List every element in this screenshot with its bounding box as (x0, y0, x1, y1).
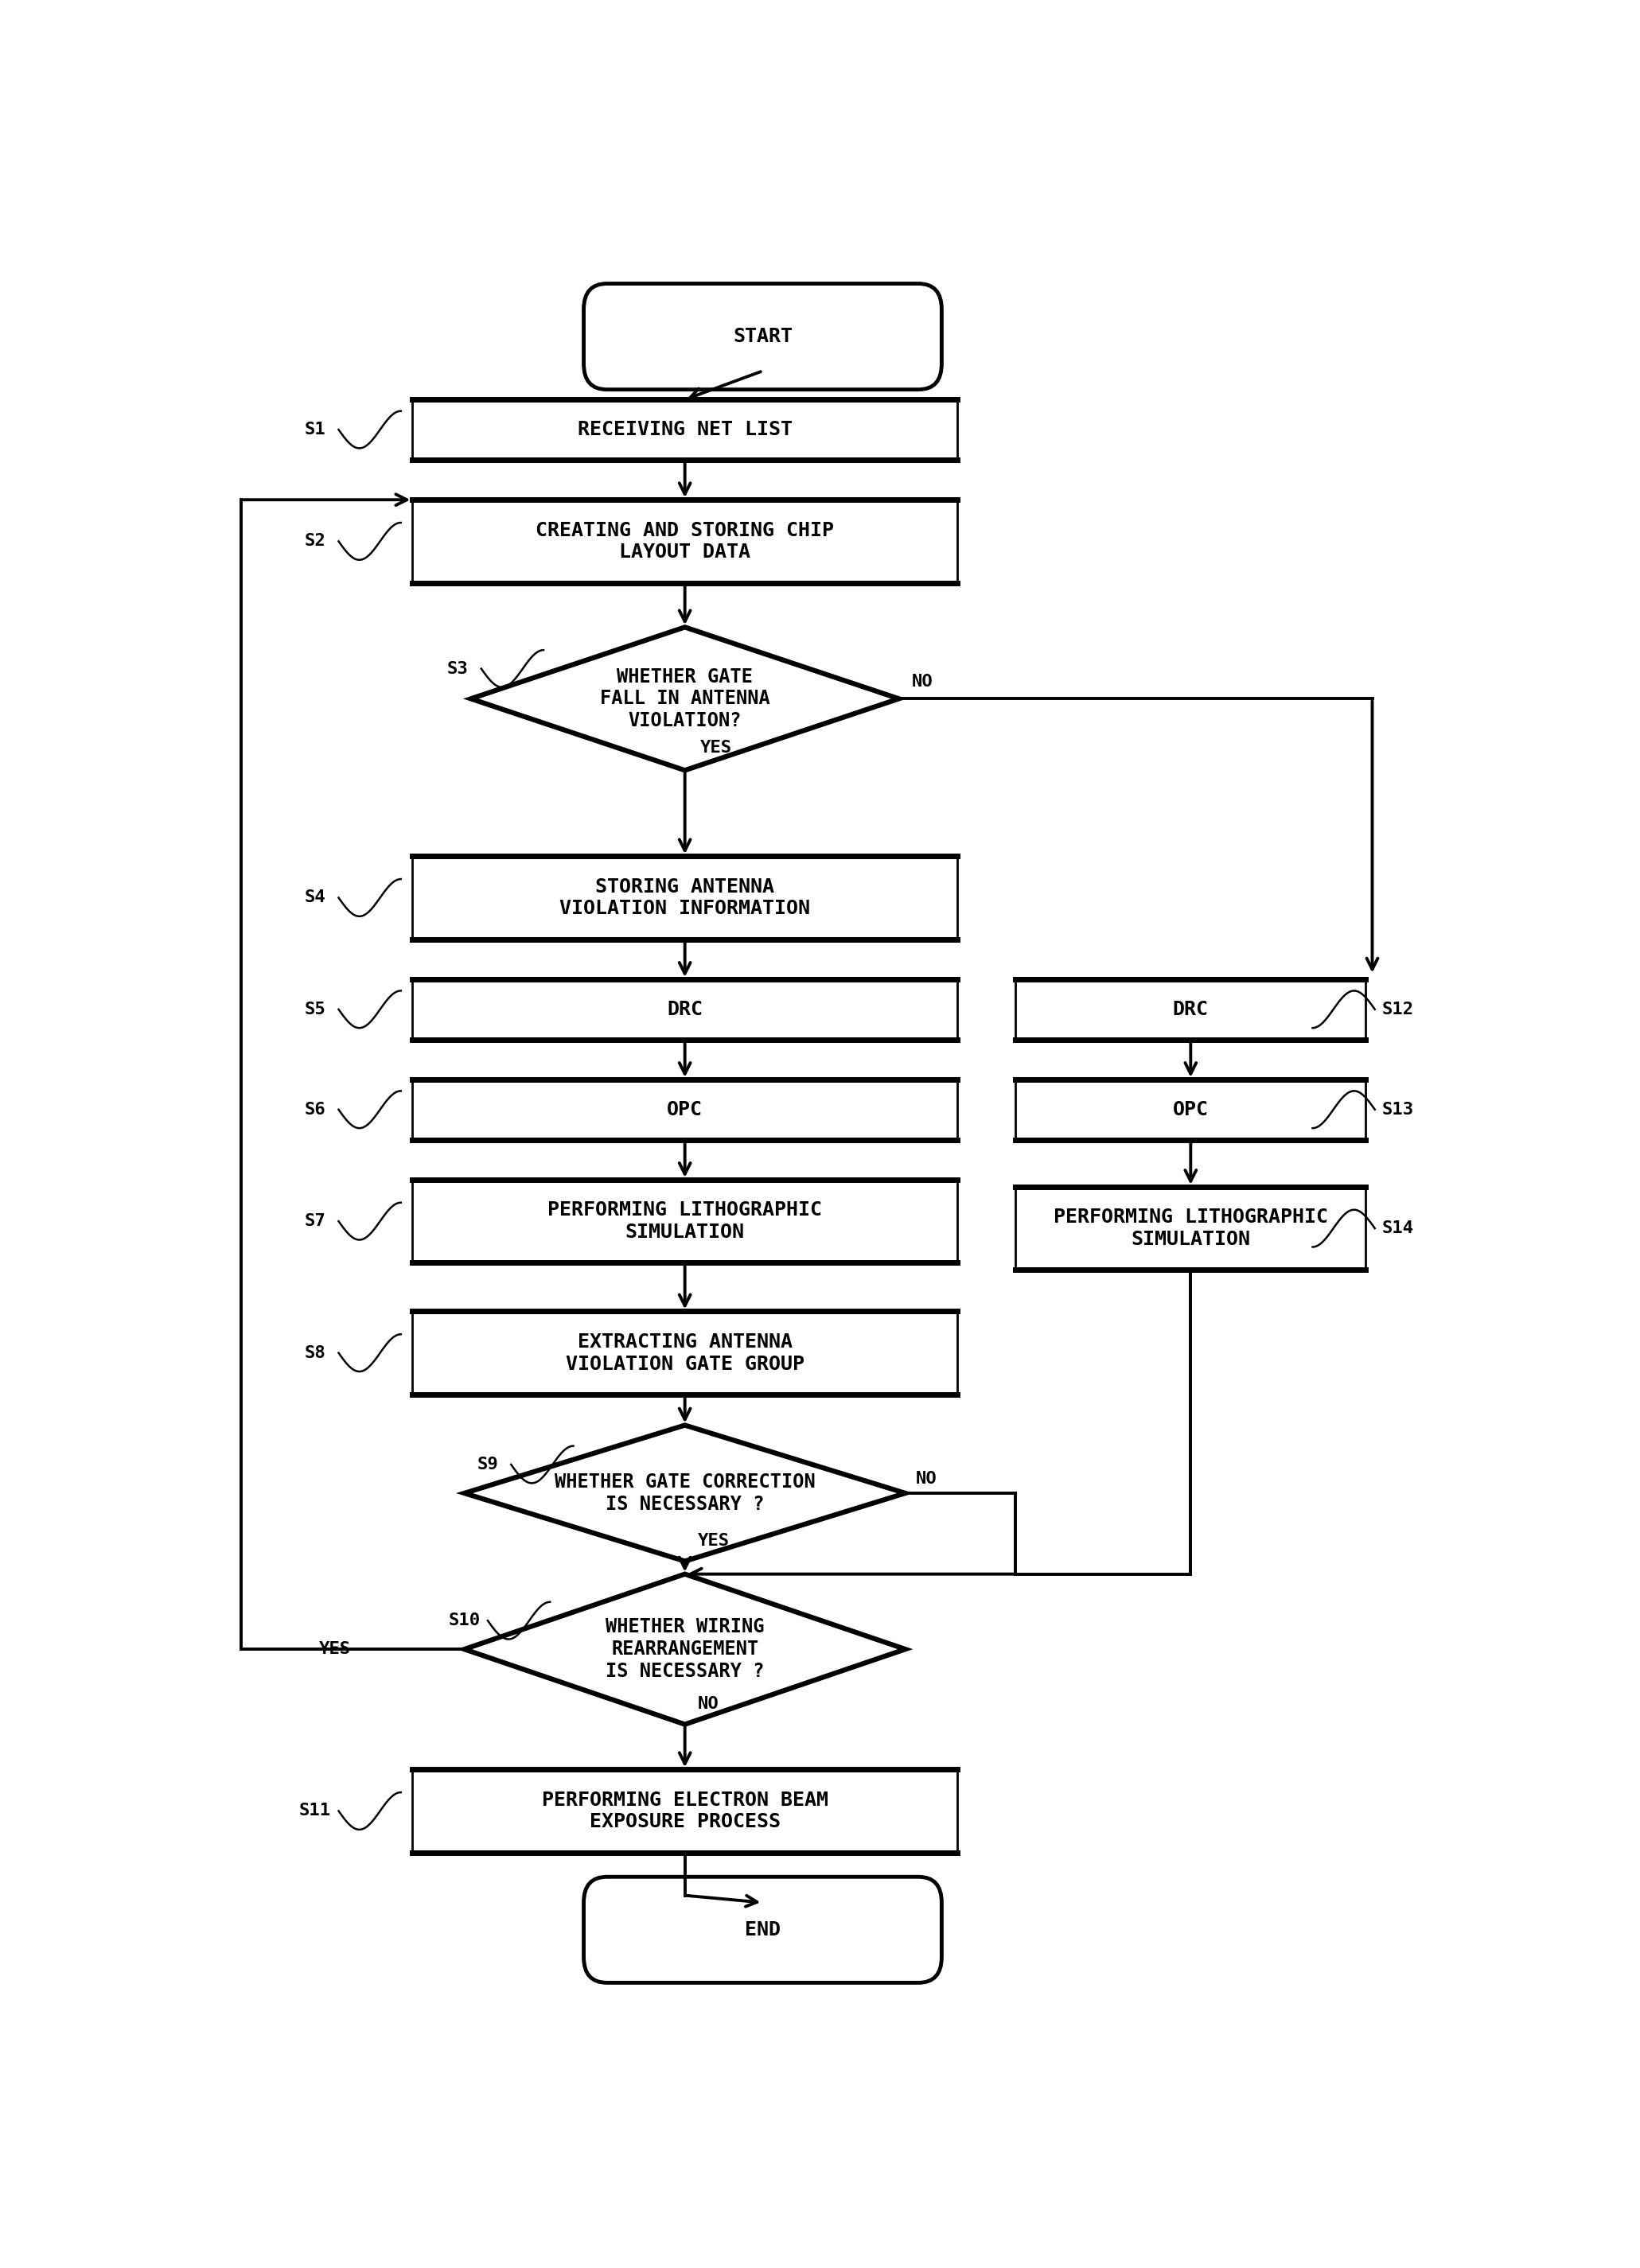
Text: S1: S1 (305, 422, 326, 438)
Text: CREATING AND STORING CHIP
LAYOUT DATA: CREATING AND STORING CHIP LAYOUT DATA (536, 522, 835, 562)
Text: S7: S7 (305, 1213, 326, 1229)
FancyBboxPatch shape (584, 1878, 941, 1982)
Text: S10: S10 (448, 1613, 481, 1628)
Text: S14: S14 (1383, 1220, 1414, 1236)
Text: S9: S9 (477, 1456, 499, 1472)
Text: NO: NO (915, 1472, 936, 1488)
Text: S12: S12 (1383, 1002, 1414, 1018)
Text: S2: S2 (305, 533, 326, 549)
Text: S13: S13 (1383, 1102, 1414, 1118)
Polygon shape (471, 628, 899, 771)
Text: S6: S6 (305, 1102, 326, 1118)
Text: S4: S4 (305, 889, 326, 905)
Text: YES: YES (318, 1642, 351, 1658)
Text: PERFORMING ELECTRON BEAM
EXPOSURE PROCESS: PERFORMING ELECTRON BEAM EXPOSURE PROCES… (541, 1789, 828, 1833)
Text: S3: S3 (448, 660, 469, 676)
Text: NO: NO (699, 1696, 718, 1712)
Text: RECEIVING NET LIST: RECEIVING NET LIST (577, 420, 792, 440)
Text: START: START (733, 327, 792, 347)
Text: DRC: DRC (667, 1000, 704, 1018)
Bar (413, 1769, 958, 1853)
Text: WHETHER GATE
FALL IN ANTENNA
VIOLATION?: WHETHER GATE FALL IN ANTENNA VIOLATION? (600, 667, 769, 730)
Text: EXTRACTING ANTENNA
VIOLATION GATE GROUP: EXTRACTING ANTENNA VIOLATION GATE GROUP (566, 1331, 804, 1374)
Text: S11: S11 (298, 1803, 331, 1819)
Text: PERFORMING LITHOGRAPHIC
SIMULATION: PERFORMING LITHOGRAPHIC SIMULATION (1053, 1209, 1328, 1250)
Bar (413, 1311, 958, 1395)
Bar (1015, 980, 1366, 1039)
Text: NO: NO (912, 674, 933, 689)
Text: OPC: OPC (667, 1100, 704, 1118)
Bar (413, 399, 958, 460)
Text: S8: S8 (305, 1345, 326, 1361)
Bar (413, 1080, 958, 1139)
Text: WHETHER GATE CORRECTION
IS NECESSARY ?: WHETHER GATE CORRECTION IS NECESSARY ? (554, 1472, 815, 1513)
Text: STORING ANTENNA
VIOLATION INFORMATION: STORING ANTENNA VIOLATION INFORMATION (559, 878, 810, 919)
Bar (413, 499, 958, 583)
Text: PERFORMING LITHOGRAPHIC
SIMULATION: PERFORMING LITHOGRAPHIC SIMULATION (548, 1200, 822, 1243)
Bar (1015, 1186, 1366, 1270)
Text: YES: YES (699, 1533, 730, 1549)
Polygon shape (464, 1574, 905, 1724)
FancyBboxPatch shape (584, 284, 941, 390)
Text: DRC: DRC (1173, 1000, 1209, 1018)
Bar (413, 857, 958, 939)
Bar (1015, 1080, 1366, 1139)
Text: END: END (745, 1921, 781, 1939)
Text: WHETHER WIRING
REARRANGEMENT
IS NECESSARY ?: WHETHER WIRING REARRANGEMENT IS NECESSAR… (605, 1617, 764, 1681)
Polygon shape (464, 1424, 905, 1560)
Bar (413, 980, 958, 1039)
Text: OPC: OPC (1173, 1100, 1209, 1118)
Bar (413, 1179, 958, 1263)
Text: S5: S5 (305, 1002, 326, 1018)
Text: YES: YES (700, 739, 733, 755)
